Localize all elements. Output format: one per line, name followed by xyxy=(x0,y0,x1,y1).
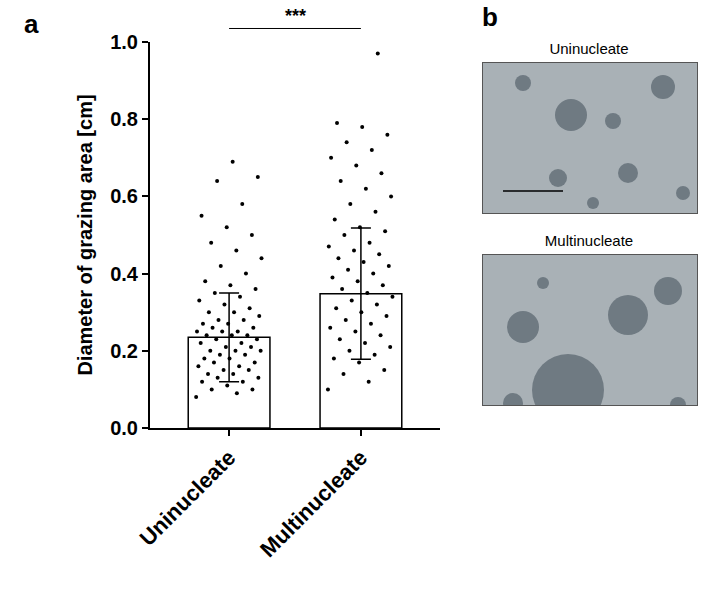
svg-text:Uninucleate: Uninucleate xyxy=(135,445,241,551)
svg-text:0.0: 0.0 xyxy=(110,417,138,439)
svg-text:a: a xyxy=(24,9,39,39)
html-text:Multinucleate: Multinucleate xyxy=(544,232,634,249)
svg-text:1.0: 1.0 xyxy=(110,31,138,53)
svg-text:0.4: 0.4 xyxy=(110,263,139,285)
svg-text:0.8: 0.8 xyxy=(110,108,138,130)
svg-text:0.2: 0.2 xyxy=(110,340,138,362)
svg-text:Diameter of grazing area [cm]: Diameter of grazing area [cm] xyxy=(74,94,96,375)
html-text:b: b xyxy=(482,2,498,32)
svg-text:***: *** xyxy=(285,6,306,26)
svg-text:0.6: 0.6 xyxy=(110,185,138,207)
html-text:Uninucleate: Uninucleate xyxy=(549,40,629,57)
svg-text:Multinucleate: Multinucleate xyxy=(255,445,372,562)
